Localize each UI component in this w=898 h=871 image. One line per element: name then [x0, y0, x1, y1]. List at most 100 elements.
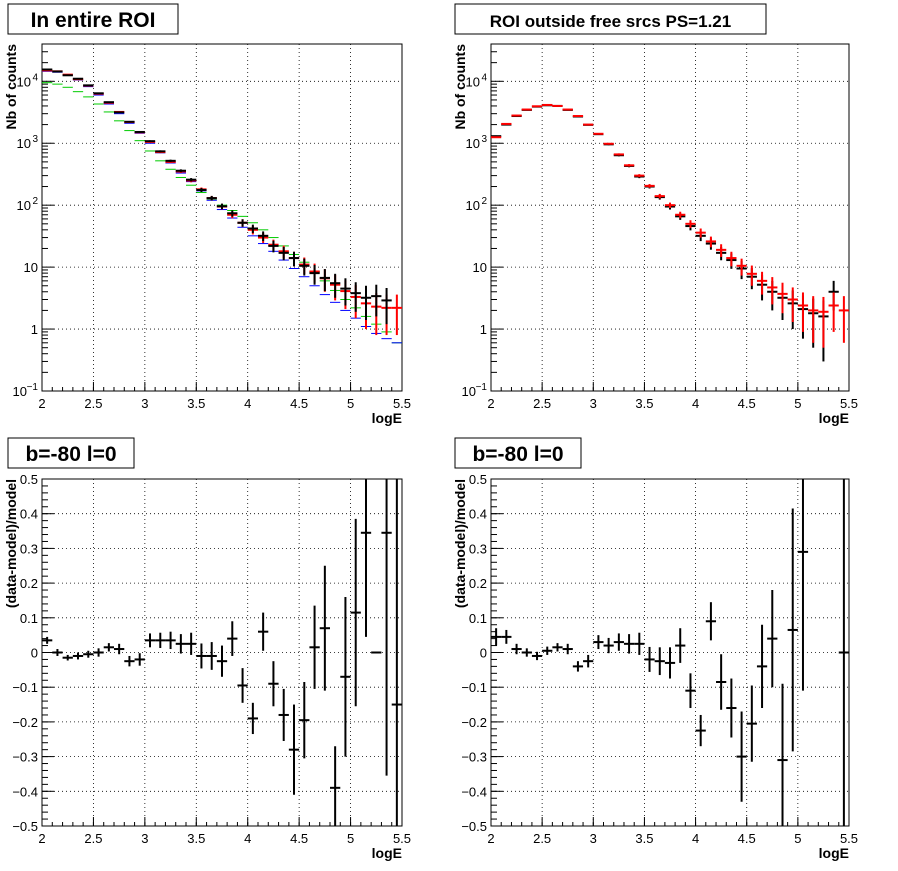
series-1	[491, 479, 849, 826]
data-point	[613, 153, 624, 156]
x-tick-label: 2	[38, 396, 45, 411]
x-tick-label: 2	[487, 396, 494, 411]
data-point	[340, 278, 351, 306]
data-point	[746, 265, 757, 286]
data-point	[787, 508, 798, 752]
data-point	[381, 479, 392, 776]
x-tick-label: 3.5	[635, 831, 653, 846]
data-point	[623, 634, 635, 654]
data-point	[818, 296, 829, 348]
data-point	[72, 652, 84, 660]
data-point	[623, 164, 635, 167]
data-point	[501, 629, 512, 644]
y-tick-label: 1	[31, 322, 38, 337]
x-tick-label: 5.5	[840, 831, 858, 846]
chart-title: In entire ROI	[31, 9, 156, 32]
y-tick-label: −0.5	[12, 819, 38, 834]
data-point	[552, 104, 563, 107]
data-point	[134, 653, 145, 666]
title-box	[454, 437, 582, 469]
x-tick-label: 5.5	[393, 831, 411, 846]
data-point	[521, 648, 532, 657]
y-tick-label: 0.3	[469, 541, 487, 556]
data-point	[360, 479, 372, 637]
data-point	[381, 288, 392, 325]
data-point	[42, 636, 53, 644]
data-point	[542, 103, 553, 106]
data-point	[288, 251, 300, 267]
data-point	[593, 635, 604, 650]
y-tick-exponent: 3	[481, 134, 487, 145]
data-point	[603, 142, 614, 145]
x-tick-label: 4	[692, 396, 699, 411]
data-point	[52, 649, 63, 656]
y-tick-exponent: −1	[476, 382, 488, 393]
data-point	[685, 673, 696, 709]
x-axis-label: logE	[372, 845, 402, 861]
y-tick-label: 1	[480, 322, 487, 337]
data-point	[583, 123, 594, 126]
data-point	[675, 628, 686, 663]
data-point	[664, 202, 676, 209]
x-tick-label: 5	[347, 831, 354, 846]
x-axis-label: logE	[819, 410, 849, 426]
data-point	[756, 624, 768, 709]
data-point	[216, 203, 228, 210]
data-point	[797, 292, 809, 332]
data-point	[268, 240, 279, 253]
y-tick-label: −0.4	[12, 784, 38, 799]
x-tick-label: 2.5	[84, 396, 102, 411]
y-tick-label: 0	[480, 646, 487, 661]
x-tick-label: 4.5	[290, 831, 308, 846]
y-tick-label: 0.2	[20, 576, 38, 591]
data-point	[206, 642, 217, 670]
data-point	[103, 101, 114, 104]
y-tick-label: 10	[473, 260, 487, 275]
data-point	[247, 702, 258, 735]
data-point	[206, 195, 217, 201]
data-point	[330, 746, 341, 826]
data-point	[237, 668, 248, 703]
data-point	[695, 714, 706, 747]
data-point	[62, 654, 73, 661]
x-tick-label: 5	[347, 396, 354, 411]
y-tick-label: 0.5	[469, 472, 487, 487]
y-tick-label: 0	[31, 646, 38, 661]
data-point	[155, 632, 166, 648]
series-2	[491, 103, 849, 348]
data-point	[603, 637, 614, 654]
data-point	[838, 296, 849, 343]
data-point	[531, 651, 543, 661]
x-tick-label: 4	[244, 831, 251, 846]
data-point	[319, 269, 330, 292]
y-tick-label: 10	[24, 260, 38, 275]
data-point	[124, 120, 135, 123]
data-point	[196, 643, 207, 669]
y-tick-label: 10	[466, 136, 480, 151]
y-tick-label: 10	[13, 384, 27, 399]
y-tick-exponent: 4	[481, 72, 487, 83]
data-point	[319, 565, 330, 691]
data-point	[186, 178, 197, 182]
x-tick-label: 3	[590, 396, 597, 411]
data-point	[511, 114, 522, 117]
data-point	[716, 244, 727, 257]
x-tick-label: 2.5	[533, 396, 551, 411]
data-point	[237, 219, 248, 227]
y-tick-exponent: −1	[27, 382, 39, 393]
data-point	[634, 632, 645, 655]
data-point	[144, 140, 156, 143]
data-point	[360, 285, 372, 321]
data-point	[124, 655, 135, 667]
data-point	[777, 683, 788, 826]
y-tick-label: 10	[17, 74, 31, 89]
data-point	[114, 111, 125, 114]
data-point	[593, 132, 604, 135]
data-point	[196, 188, 207, 193]
data-point	[309, 265, 320, 285]
data-point	[144, 633, 156, 648]
data-point	[247, 224, 258, 234]
data-point	[309, 605, 320, 689]
y-tick-label: −0.2	[12, 715, 38, 730]
